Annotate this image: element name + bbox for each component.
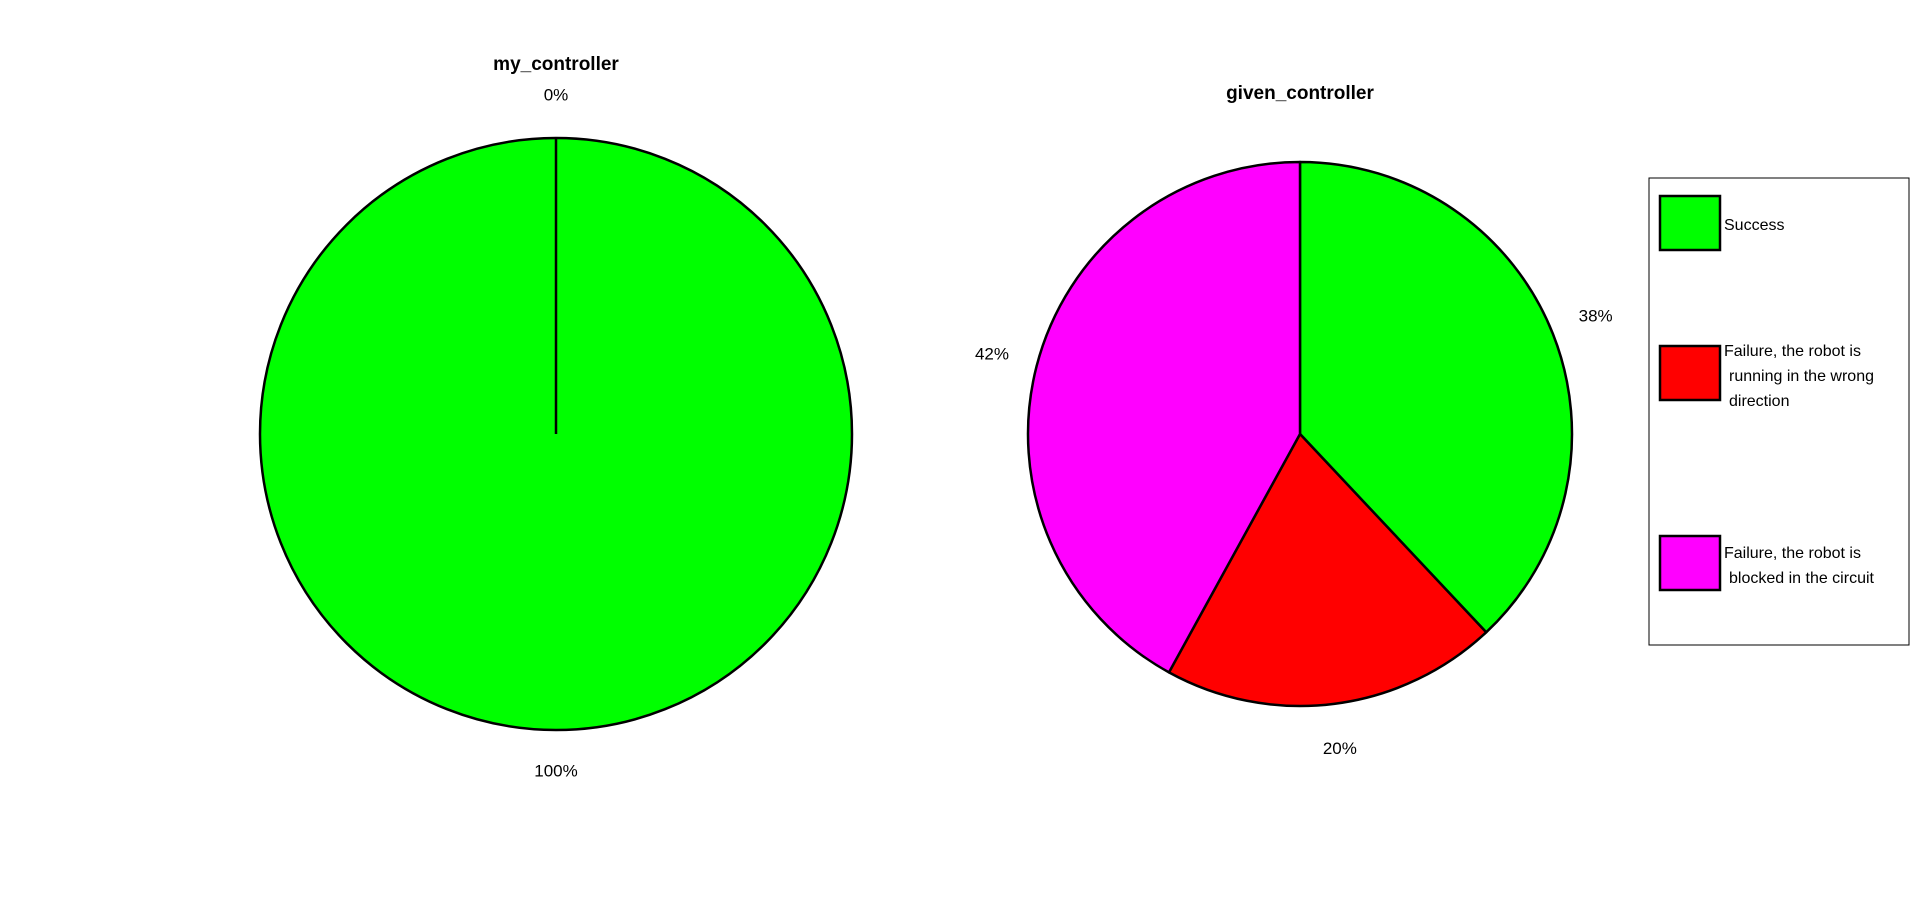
pie-label-given-controller-failure-the-robot-is-blocked: 42% — [975, 344, 1009, 363]
pie-label-my-controller-failure-the-robot-is-running: 0% — [544, 85, 569, 104]
pie-slice-given-controller-failure-the-robot-is-running — [1167, 432, 1488, 708]
legend: Success Failure, the robot is running in… — [1648, 177, 1910, 646]
pie-my-controller: 100% 0% — [258, 85, 854, 780]
legend-label-blocked: Failure, the robot is blocked in the cir… — [1724, 545, 1875, 587]
legend-swatch-blocked — [1658, 534, 1722, 592]
legend-label-success: Success — [1724, 217, 1784, 234]
legend-label-wrong-direction: Failure, the robot is running in the wro… — [1724, 343, 1878, 410]
pie-label-given-controller-failure-the-robot-is-running: 20% — [1323, 739, 1357, 758]
legend-swatch-wrong-direction — [1658, 344, 1722, 402]
pie-label-my-controller-success: 100% — [534, 761, 577, 780]
pie-slice-given-controller-success — [1298, 160, 1574, 634]
pie-label-given-controller-success: 38% — [1579, 306, 1613, 325]
chart-title-my-controller: my_controller — [493, 54, 619, 75]
legend-swatch-success — [1658, 194, 1722, 252]
pie-given-controller: 38% 20% 42% — [975, 160, 1613, 758]
pie-slice-given-controller-failure-the-robot-is-blocked — [1026, 160, 1302, 674]
chart-title-given-controller: given_controller — [1226, 83, 1374, 104]
